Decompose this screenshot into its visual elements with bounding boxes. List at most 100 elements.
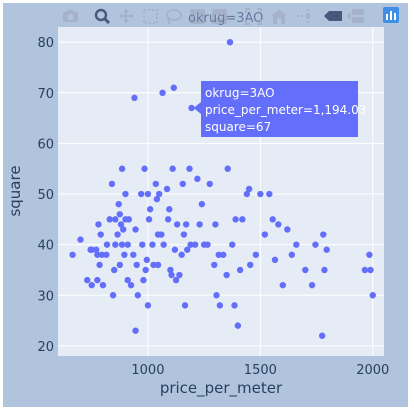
- data-point[interactable]: [163, 185, 171, 193]
- data-point[interactable]: [122, 190, 129, 198]
- data-point[interactable]: [223, 271, 230, 279]
- data-point[interactable]: [160, 241, 167, 248]
- data-point[interactable]: [118, 241, 126, 248]
- data-point[interactable]: [198, 200, 206, 208]
- data-point[interactable]: [131, 94, 138, 102]
- data-point[interactable]: [93, 246, 100, 253]
- data-point[interactable]: [112, 241, 119, 248]
- data-point[interactable]: [124, 241, 131, 248]
- data-point[interactable]: [134, 292, 142, 299]
- data-point[interactable]: [252, 251, 260, 258]
- data-point[interactable]: [184, 246, 191, 253]
- data-point[interactable]: [229, 241, 236, 248]
- data-point[interactable]: [94, 251, 101, 258]
- data-point[interactable]: [187, 241, 194, 248]
- data-point[interactable]: [97, 231, 104, 238]
- data-point[interactable]: [130, 251, 137, 258]
- data-point[interactable]: [139, 241, 146, 248]
- lasso-select-icon[interactable]: [166, 9, 182, 25]
- data-point[interactable]: [88, 281, 95, 289]
- data-point[interactable]: [236, 266, 244, 274]
- data-point[interactable]: [269, 216, 276, 223]
- data-point[interactable]: [180, 231, 188, 238]
- data-point[interactable]: [132, 226, 139, 233]
- data-point[interactable]: [118, 165, 126, 172]
- data-point[interactable]: [226, 38, 234, 46]
- data-point[interactable]: [132, 327, 139, 334]
- data-point[interactable]: [361, 266, 369, 274]
- data-point[interactable]: [140, 276, 147, 284]
- data-point[interactable]: [121, 251, 128, 258]
- data-point[interactable]: [96, 261, 103, 269]
- data-point[interactable]: [204, 241, 211, 248]
- data-point[interactable]: [196, 221, 203, 228]
- spike-lines-icon[interactable]: [297, 9, 311, 23]
- reset-axes-icon[interactable]: [271, 9, 287, 24]
- data-point[interactable]: [181, 302, 189, 309]
- data-point[interactable]: [182, 221, 190, 228]
- data-point[interactable]: [109, 292, 117, 299]
- data-point[interactable]: [137, 190, 145, 198]
- hover-compare-icon[interactable]: [347, 9, 364, 23]
- data-point[interactable]: [220, 251, 227, 258]
- zoom-icon[interactable]: [94, 8, 111, 25]
- data-point[interactable]: [284, 226, 291, 233]
- data-point[interactable]: [112, 216, 119, 223]
- pan-icon[interactable]: [119, 9, 133, 23]
- data-point[interactable]: [159, 89, 166, 97]
- box-select-icon[interactable]: [143, 9, 158, 24]
- data-point[interactable]: [215, 251, 222, 258]
- data-point[interactable]: [141, 165, 148, 172]
- data-point[interactable]: [111, 266, 118, 274]
- data-point[interactable]: [153, 195, 161, 203]
- data-point[interactable]: [231, 302, 238, 309]
- autoscale-icon[interactable]: [245, 8, 262, 25]
- data-point[interactable]: [146, 206, 154, 213]
- zoom-in-icon[interactable]: [190, 9, 205, 24]
- data-point[interactable]: [320, 231, 327, 238]
- data-point[interactable]: [206, 180, 213, 188]
- data-point[interactable]: [125, 216, 133, 223]
- data-point[interactable]: [243, 190, 251, 198]
- data-point[interactable]: [95, 221, 102, 228]
- data-point[interactable]: [366, 251, 373, 258]
- data-point[interactable]: [120, 226, 127, 233]
- data-point[interactable]: [145, 216, 153, 223]
- data-point[interactable]: [302, 266, 309, 274]
- data-point[interactable]: [232, 216, 239, 223]
- data-point[interactable]: [166, 206, 173, 213]
- data-point[interactable]: [69, 251, 76, 258]
- data-point[interactable]: [224, 165, 231, 172]
- data-point[interactable]: [77, 236, 84, 243]
- data-point[interactable]: [239, 216, 246, 223]
- data-point[interactable]: [103, 241, 111, 248]
- data-point[interactable]: [117, 221, 125, 228]
- data-point[interactable]: [152, 180, 159, 188]
- data-point[interactable]: [173, 221, 181, 228]
- data-point[interactable]: [188, 104, 195, 112]
- data-point[interactable]: [171, 246, 179, 253]
- data-point[interactable]: [216, 302, 224, 309]
- data-point[interactable]: [271, 256, 279, 264]
- data-point[interactable]: [275, 221, 282, 228]
- camera-icon[interactable]: [63, 10, 78, 22]
- data-point[interactable]: [257, 190, 264, 198]
- data-point[interactable]: [279, 281, 287, 289]
- data-point[interactable]: [169, 165, 176, 172]
- data-point[interactable]: [158, 231, 165, 238]
- data-point[interactable]: [164, 216, 172, 223]
- data-point[interactable]: [143, 256, 151, 264]
- data-point[interactable]: [114, 231, 121, 238]
- data-point[interactable]: [312, 241, 319, 248]
- data-point[interactable]: [170, 84, 177, 91]
- data-point[interactable]: [369, 292, 376, 299]
- data-point[interactable]: [211, 261, 218, 269]
- data-point[interactable]: [154, 261, 162, 269]
- data-point[interactable]: [247, 261, 254, 269]
- data-point[interactable]: [103, 251, 110, 258]
- data-point[interactable]: [84, 276, 91, 284]
- data-point[interactable]: [98, 251, 106, 258]
- data-point[interactable]: [99, 281, 107, 289]
- data-point[interactable]: [150, 261, 157, 269]
- data-point[interactable]: [288, 251, 296, 258]
